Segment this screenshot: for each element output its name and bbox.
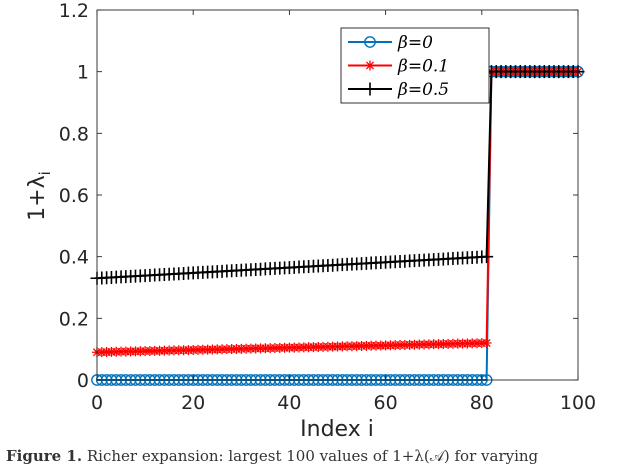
data-point [480,250,494,264]
x-tick-label: 100 [560,392,596,414]
y-axis-label: 1+λi [25,171,54,221]
series-2 [90,65,585,285]
y-tick-label: 0.8 [59,123,89,145]
y-tick-label: 0.4 [59,247,89,269]
chart: 0 20 40 60 80 100 0 0.2 0.4 0.6 0.8 1 1.2 Index i 1+… [25,0,596,442]
x-tick-label: 20 [181,392,205,414]
x-tick-label: 60 [374,392,398,414]
legend-marker [364,36,376,48]
ticks: 0 20 40 60 80 100 0 0.2 0.4 0.6 0.8 1 1.2 [59,0,596,414]
y-axis-label-subscript: i [36,171,54,175]
x-tick-label: 40 [277,392,301,414]
figure-caption: Figure 1. Richer expansion: largest 100 … [6,447,628,470]
y-tick-label: 0.6 [59,185,89,207]
x-tick-label: 80 [470,392,494,414]
y-axis-label-main: 1+λ [25,175,50,220]
x-axis-label: Index i [300,417,374,442]
y-tick-label: 1 [77,62,89,84]
caption-label: Figure 1. [6,447,83,465]
y-tick-label: 1.2 [59,0,89,22]
legend: β=0 β=0.1 β=0.5 [340,27,490,104]
legend-label: β=0.1 [397,57,449,77]
caption-text: Richer expansion: largest 100 values of … [86,447,539,465]
svg-text:1+λi: 1+λi [25,171,54,221]
legend-label: β=0.5 [397,80,449,100]
legend-marker [365,60,375,71]
x-tick-label: 0 [91,392,103,414]
legend-label: β=0 [397,33,433,53]
y-tick-label: 0.2 [59,308,89,330]
legend-marker [363,82,377,96]
data-point [481,338,492,348]
y-tick-label: 0 [77,370,89,392]
